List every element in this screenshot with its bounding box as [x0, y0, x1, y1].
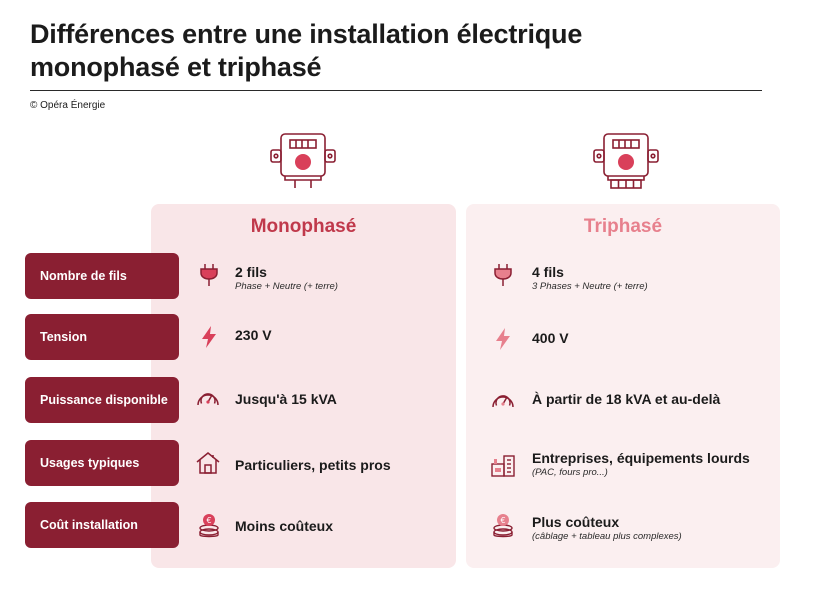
row-label-puissance: Puissance disponible — [25, 377, 179, 423]
title-divider — [30, 90, 762, 91]
lightning-icon — [202, 326, 216, 348]
gauge-icon — [197, 393, 219, 406]
mono-voltage-value: 230 V — [235, 327, 272, 343]
lightning-icon — [496, 328, 510, 350]
monophase-panel — [151, 204, 456, 568]
mono-power-value: Jusqu'à 15 kVA — [235, 391, 337, 407]
tri-usage-value: Entreprises, équipements lourds — [532, 450, 750, 466]
monophase-title: Monophasé — [250, 216, 357, 237]
triphase-panel — [466, 204, 780, 568]
tri-voltage-cell: 400 V — [532, 330, 569, 347]
tri-usage-cell: Entreprises, équipements lourds (PAC, fo… — [532, 450, 750, 479]
copyright-text: © Opéra Énergie — [30, 100, 106, 111]
row-label-tension: Tension — [25, 314, 179, 360]
three-phase-meter-icon — [593, 133, 659, 189]
plug-icon — [200, 264, 218, 286]
coins-icon: € — [493, 514, 513, 538]
mono-usage-value: Particuliers, petits pros — [235, 457, 391, 473]
single-phase-meter-icon — [270, 133, 336, 188]
factory-icon — [491, 455, 515, 477]
title-line-1: Différences entre une installation élect… — [30, 19, 583, 49]
tri-usage-detail: (PAC, fours pro...) — [532, 467, 608, 478]
mono-usage-cell: Particuliers, petits pros — [235, 457, 391, 474]
title-line-2: monophasé et triphasé — [30, 52, 322, 82]
mono-wires-cell: 2 fils Phase + Neutre (+ terre) — [235, 264, 338, 293]
mono-wires-detail: Phase + Neutre (+ terre) — [235, 281, 338, 292]
tri-voltage-value: 400 V — [532, 330, 569, 346]
mono-voltage-cell: 230 V — [235, 327, 272, 344]
mono-cost-cell: Moins coûteux — [235, 518, 333, 535]
tri-power-cell: À partir de 18 kVA et au-delà — [532, 391, 720, 408]
mono-power-cell: Jusqu'à 15 kVA — [235, 391, 337, 408]
row-label-nombre-de-fils: Nombre de fils — [25, 253, 179, 299]
svg-text:€: € — [500, 516, 505, 525]
tri-cost-value: Plus coûteux — [532, 514, 620, 530]
tri-wires-detail: 3 Phases + Neutre (+ terre) — [532, 281, 648, 292]
svg-text:€: € — [206, 516, 211, 525]
tri-cost-detail: (câblage + tableau plus complexes) — [532, 531, 682, 542]
triphase-title: Triphasé — [583, 216, 663, 237]
plug-icon — [494, 264, 512, 286]
coins-icon: € — [199, 514, 219, 538]
row-label-cout: Coût installation — [25, 502, 179, 548]
tri-wires-cell: 4 fils 3 Phases + Neutre (+ terre) — [532, 264, 648, 293]
tri-cost-cell: Plus coûteux (câblage + tableau plus com… — [532, 514, 682, 543]
tri-power-value: À partir de 18 kVA et au-delà — [532, 391, 721, 407]
mono-cost-value: Moins coûteux — [235, 518, 334, 534]
page-title: Différences entre une installation élect… — [30, 18, 770, 84]
tri-wires-value: 4 fils — [532, 264, 564, 280]
row-label-usages: Usages typiques — [25, 440, 179, 486]
mono-wires-value: 2 fils — [235, 264, 267, 280]
gauge-icon — [492, 395, 514, 408]
house-icon — [196, 452, 220, 474]
